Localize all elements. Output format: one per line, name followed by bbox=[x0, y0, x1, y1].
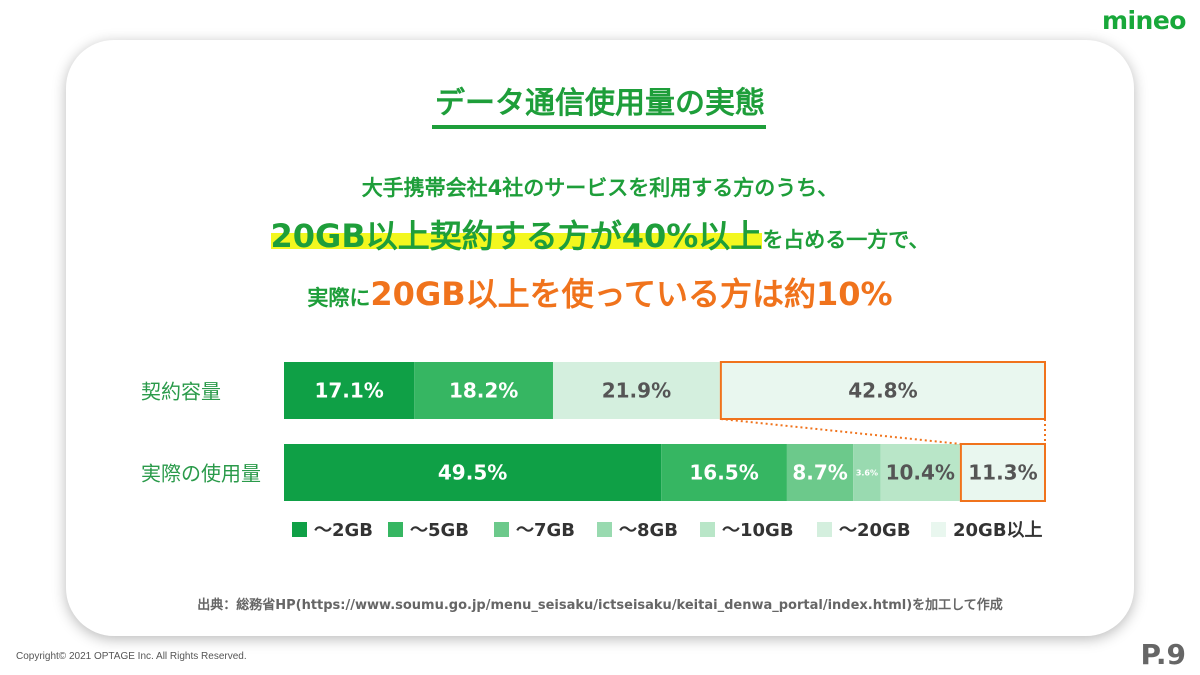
legend-swatch bbox=[388, 522, 403, 537]
highlight-box bbox=[959, 443, 1046, 502]
legend-label: ～8GB bbox=[619, 520, 678, 541]
data-label: 18.2% bbox=[449, 379, 518, 403]
lead-highlight: 20GB以上契約する方が40%以上 bbox=[270, 217, 763, 255]
legend-swatch bbox=[494, 522, 509, 537]
bar-segment bbox=[552, 362, 720, 419]
source-note: 出典：総務省HP(https://www.soumu.go.jp/menu_se… bbox=[197, 598, 1003, 613]
bar-segment bbox=[719, 362, 1046, 419]
bar-segment bbox=[284, 362, 415, 419]
legend-swatch bbox=[817, 522, 832, 537]
data-label: 21.9% bbox=[602, 379, 671, 403]
lead-line-3: 実際に20GB以上を使っている方は約10% bbox=[0, 272, 1200, 322]
highlight-box bbox=[719, 361, 1046, 420]
legend-swatch bbox=[597, 522, 612, 537]
bar-segment bbox=[414, 362, 553, 419]
lead-line-2: 20GB以上契約する方が40%以上を占める一方で、 bbox=[0, 212, 1200, 266]
data-label: 3.6% bbox=[856, 469, 878, 478]
data-label: 42.8% bbox=[848, 379, 917, 403]
lead-line-2-tail: を占める一方で、 bbox=[762, 228, 930, 252]
mineo-logo: mineo bbox=[1101, 6, 1187, 35]
data-label: 8.7% bbox=[792, 461, 847, 485]
bar-segment bbox=[786, 444, 854, 501]
title-underline bbox=[432, 125, 766, 129]
legend-label: ～10GB bbox=[722, 520, 794, 541]
bar-segment bbox=[661, 444, 787, 501]
row-label: 契約容量 bbox=[141, 380, 221, 404]
bar-segment bbox=[284, 444, 662, 501]
lead-line-1: 大手携帯会社4社のサービスを利用する方のうち、 bbox=[361, 176, 839, 200]
data-label: 10.4% bbox=[886, 461, 955, 485]
data-label: 49.5% bbox=[438, 461, 507, 485]
bar-segment bbox=[959, 444, 1046, 501]
data-label: 11.3% bbox=[968, 461, 1037, 485]
legend-label: ～2GB bbox=[314, 520, 373, 541]
data-label: 16.5% bbox=[689, 461, 758, 485]
copyright: Copyright© 2021 OPTAGE Inc. All Rights R… bbox=[16, 651, 247, 662]
legend-swatch bbox=[292, 522, 307, 537]
lead-line-3-prefix: 実際に bbox=[307, 286, 371, 310]
legend-label: ～5GB bbox=[410, 520, 469, 541]
legend-label: ～20GB bbox=[839, 520, 911, 541]
lead-emphasis: 20GB以上を使っている方は約10% bbox=[370, 275, 893, 313]
legend-label: ～7GB bbox=[516, 520, 575, 541]
legend-swatch bbox=[931, 522, 946, 537]
data-label: 17.1% bbox=[314, 379, 383, 403]
page-title: データ通信使用量の実態 bbox=[435, 86, 765, 121]
row-label: 実際の使用量 bbox=[141, 462, 261, 486]
bar-segment bbox=[880, 444, 960, 501]
legend-label: 20GB以上 bbox=[953, 520, 1043, 541]
bar-segment bbox=[853, 444, 881, 501]
page-number: P.9 bbox=[1140, 638, 1187, 671]
connector-line-left bbox=[720, 418, 961, 445]
legend-swatch bbox=[700, 522, 715, 537]
